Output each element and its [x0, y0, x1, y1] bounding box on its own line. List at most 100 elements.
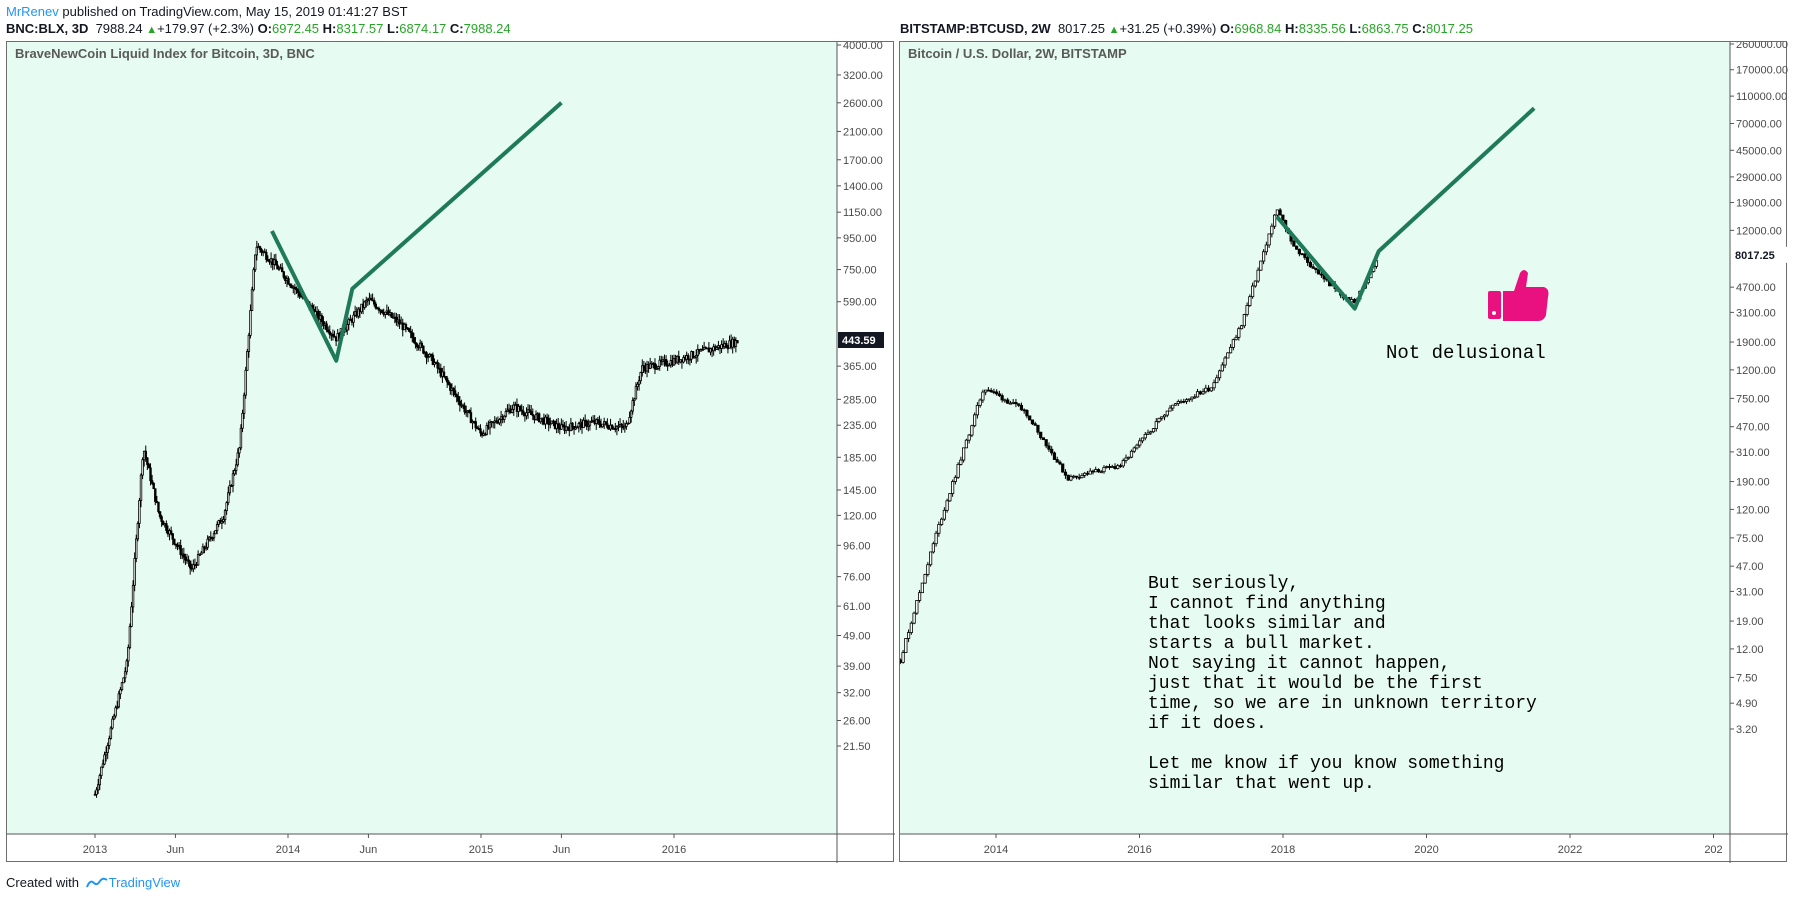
tradingview-link[interactable]: TradingView	[108, 875, 181, 890]
candle-body	[995, 391, 999, 395]
candle-body	[736, 340, 739, 344]
x-tick-label: 2016	[662, 844, 686, 856]
right-high: 8335.56	[1298, 21, 1346, 36]
x-tick-label: 2016	[1127, 844, 1151, 856]
y-tick-label: 750.00	[843, 265, 877, 277]
candle-body	[1220, 364, 1224, 372]
candle-body	[725, 343, 728, 349]
candle-body	[346, 323, 349, 331]
candle-body	[636, 383, 639, 388]
candle-body	[1000, 395, 1004, 401]
candle-body	[117, 693, 120, 708]
candle-body	[445, 377, 449, 383]
candle-body	[171, 533, 174, 540]
candle-body	[244, 369, 247, 396]
annotation-line: I cannot find anything	[1148, 594, 1386, 614]
left-symbol[interactable]: BNC:BLX, 3D	[6, 21, 89, 36]
candle-body	[1088, 470, 1092, 475]
candle-body	[1217, 370, 1222, 379]
y-tick-label: 1900.00	[1736, 337, 1776, 349]
candle-body	[436, 362, 439, 369]
candle-body	[576, 426, 579, 429]
candle-body	[158, 511, 162, 518]
candle-body	[571, 422, 574, 427]
publish-header: MrRenev published on TradingView.com, Ma…	[6, 4, 408, 19]
candle-body	[157, 501, 160, 513]
candle-body	[1074, 475, 1079, 478]
candle-body	[196, 554, 200, 566]
right-symbol[interactable]: BITSTAMP:BTCUSD, 2W	[900, 21, 1051, 36]
candle-body	[1094, 469, 1098, 473]
candle-body	[266, 259, 270, 262]
candle-body	[525, 412, 528, 417]
left-open: 6972.45	[272, 21, 320, 36]
candle-body	[414, 342, 417, 345]
candle-body	[606, 423, 609, 428]
candle-body	[1195, 391, 1200, 398]
candle-body	[617, 425, 620, 428]
candle-body	[234, 464, 238, 472]
candle-body	[945, 500, 949, 511]
candle-body	[1154, 421, 1158, 430]
plot-area	[7, 42, 837, 834]
candle-body	[228, 485, 232, 494]
candle-body	[931, 543, 935, 553]
up-triangle-icon: ▲	[1108, 24, 1120, 36]
candle-body	[641, 365, 644, 373]
candle-body	[639, 372, 642, 382]
candle-body	[582, 419, 585, 429]
candle-body	[1006, 399, 1010, 404]
y-tick-label: 1150.00	[843, 207, 882, 219]
candle-body	[1003, 399, 1007, 402]
candle-body	[366, 299, 370, 302]
x-tick-label: Jun	[360, 844, 378, 856]
candle-body	[469, 412, 473, 424]
candle-body	[967, 434, 971, 441]
candle-body	[1102, 466, 1106, 473]
candle-body	[634, 386, 638, 400]
candle-body	[138, 500, 141, 524]
candle-body	[249, 310, 252, 336]
y-tick-label: 285.00	[843, 394, 877, 406]
candle-body	[1264, 244, 1268, 253]
author-link[interactable]: MrRenev	[6, 4, 59, 19]
candle-body	[322, 321, 325, 326]
candle-body	[1030, 419, 1035, 425]
candle-body	[1072, 475, 1076, 478]
candle-body	[1273, 214, 1277, 227]
candle-body	[430, 353, 433, 356]
candle-body	[1138, 440, 1142, 446]
candle-body	[150, 480, 154, 484]
candle-body	[569, 422, 573, 432]
candle-body	[1041, 437, 1046, 441]
candle-body	[1069, 476, 1073, 481]
y-tick-label: 75.00	[1736, 533, 1764, 545]
candle-body	[917, 592, 922, 601]
last-price-tag	[838, 331, 884, 348]
candle-body	[1011, 402, 1015, 404]
right-chart-panel[interactable]: Bitcoin / U.S. Dollar, 2W, BITSTAMP 26000…	[899, 41, 1788, 863]
y-tick-label: 3.20	[1736, 724, 1757, 736]
candle-body	[374, 303, 377, 309]
candle-body	[201, 546, 205, 554]
candle-body	[696, 348, 699, 356]
left-chart-panel[interactable]: BraveNewCoin Liquid Index for Bitcoin, 3…	[6, 41, 895, 863]
candle-body	[1096, 469, 1101, 473]
candle-body	[598, 420, 601, 425]
y-tick-label: 3200.00	[843, 70, 883, 82]
y-tick-label: 31.00	[1736, 586, 1764, 598]
candle-body	[1091, 470, 1095, 473]
candle-body	[503, 415, 506, 420]
candle-body	[133, 558, 136, 586]
candle-body	[188, 560, 192, 569]
candle-body	[128, 626, 132, 648]
candle-body	[997, 393, 1002, 397]
candle-body	[585, 420, 588, 427]
thumb-dot	[1492, 311, 1496, 315]
candle-body	[103, 754, 106, 765]
footer: Created with TradingView	[6, 875, 180, 892]
candle-body	[258, 246, 262, 250]
candle-body	[135, 538, 138, 559]
y-tick-label: 76.00	[843, 572, 871, 584]
candle-body	[655, 368, 658, 370]
